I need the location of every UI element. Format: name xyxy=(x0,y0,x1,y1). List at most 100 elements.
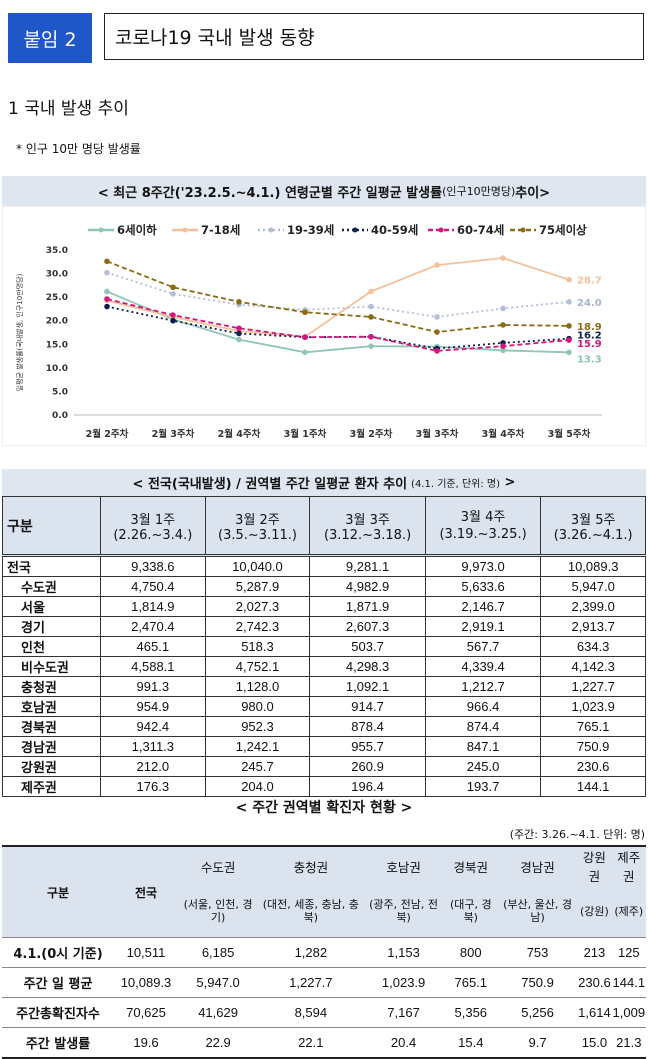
legend-label: 19-39세 xyxy=(287,223,334,237)
table-cell: 1,227.7 xyxy=(258,967,364,998)
table-row: 인천 465.1 518.3 503.7 567.7 634.3 xyxy=(2,636,646,657)
section-title: 1 국내 발생 추이 xyxy=(8,99,129,119)
table-cell: 22.9 xyxy=(178,1027,259,1059)
data-point xyxy=(104,258,110,265)
legend-marker xyxy=(520,227,526,233)
table-cell: 5,633.6 xyxy=(424,576,542,597)
table-cell: 230.6 xyxy=(540,756,646,777)
table-cell: 8,594 xyxy=(258,997,364,1028)
line-chart: 6세이하 7-18세 19-39세 40-59세 60-74세 75세이상 일평균 발생률… xyxy=(2,206,646,446)
table-cell: 19.6 xyxy=(114,1027,178,1059)
data-point xyxy=(170,317,176,324)
table-cell: 991.3 xyxy=(100,676,206,697)
table-cell: 847.1 xyxy=(424,736,542,757)
table-cell: 914.7 xyxy=(309,696,426,717)
data-point xyxy=(566,349,572,356)
document-title: 코로나19 국내 발생 동향 xyxy=(104,13,644,60)
table-cell: 7,167 xyxy=(363,997,444,1028)
table1-title-end: > xyxy=(504,475,516,490)
x-tick-label: 2월 4주차 xyxy=(218,428,261,440)
y-tick-label: 35.0 xyxy=(46,246,68,256)
y-tick-label: 30.0 xyxy=(46,270,68,280)
y-tick-label: 0.0 xyxy=(52,411,68,421)
x-tick-label: 2월 2주차 xyxy=(86,428,129,440)
table-cell: 1,023.9 xyxy=(540,696,646,717)
table-cell: 245.0 xyxy=(424,756,542,777)
data-point xyxy=(566,299,572,305)
row-label: 강원권 xyxy=(2,756,101,777)
row-label: 주간 발생률 xyxy=(2,1027,114,1059)
row-label: 경남권 xyxy=(2,736,101,757)
table-cell: 1,242.1 xyxy=(204,736,311,757)
region-header: 경북권 xyxy=(443,845,498,885)
data-point xyxy=(302,349,308,356)
table-cell: 955.7 xyxy=(309,736,426,757)
table-cell: 10,089.3 xyxy=(114,967,178,998)
y-tick-label: 15.0 xyxy=(46,340,68,350)
series-line-2 xyxy=(106,271,570,318)
table-cell: 942.4 xyxy=(100,716,206,737)
table-cell: 4,339.4 xyxy=(424,656,542,677)
table1-title: < 전국(국내발생) / 권역별 주간 일평균 환자 추이 (4.1. 기준, 단… xyxy=(2,469,646,496)
table-cell: 5,256 xyxy=(497,997,578,1028)
row-label: 제주권 xyxy=(2,776,101,797)
table-cell: 10,511 xyxy=(114,937,178,968)
legend-marker xyxy=(182,227,188,233)
chart-title-suffix: 추이> xyxy=(515,185,551,201)
table-cell: 750.9 xyxy=(497,967,578,998)
row-label: 비수도권 xyxy=(2,656,101,677)
data-label: 24.0 xyxy=(577,298,602,309)
data-point xyxy=(170,312,176,318)
table2-total-header: 전국 xyxy=(114,845,178,938)
y-tick-label: 20.0 xyxy=(46,317,68,327)
y-tick-label: 5.0 xyxy=(52,387,68,397)
legend-label: 6세이하 xyxy=(117,223,157,237)
x-tick-label: 2월 3주차 xyxy=(152,428,195,440)
table-cell: 2,913.7 xyxy=(540,616,646,637)
table-cell: 193.7 xyxy=(424,776,542,797)
x-tick-label: 3월 1주차 xyxy=(284,428,327,440)
region-subheader: (대전, 세종, 충남, 충북) xyxy=(258,885,364,938)
region-header: 강원권 xyxy=(577,845,612,885)
table-cell: 750.9 xyxy=(540,736,646,757)
table-cell: 980.0 xyxy=(204,696,311,717)
table2-title: < 주간 권역별 확진자 현황 > xyxy=(235,800,413,816)
x-tick-label: 3월 2주차 xyxy=(350,428,393,440)
table2-header-row: 구분 전국 수도권 충청권 호남권 경북권 경남권 강원권 제주권 xyxy=(2,845,646,938)
row-label: 인천 xyxy=(2,636,101,657)
table-cell: 874.4 xyxy=(424,716,542,737)
table-cell: 800 xyxy=(443,937,498,968)
table-row: 수도권 4,750.4 5,287.9 4,982.9 5,633.6 5,947.0 xyxy=(2,576,646,597)
data-point xyxy=(434,348,440,354)
legend-marker xyxy=(268,227,274,233)
data-point xyxy=(500,347,506,354)
table-cell: 15.4 xyxy=(443,1027,498,1059)
table-cell: 1,092.1 xyxy=(309,676,426,697)
y-tick-label: 25.0 xyxy=(46,293,68,303)
data-point xyxy=(368,288,374,295)
table-cell: 144.1 xyxy=(540,776,646,797)
row-label: 경기 xyxy=(2,616,101,637)
table-cell: 125 xyxy=(611,937,646,968)
table-cell: 212.0 xyxy=(100,756,206,777)
table2-row-header: 구분 xyxy=(2,845,114,938)
table-cell: 1,128.0 xyxy=(204,676,311,697)
series-line-0 xyxy=(106,290,570,354)
table-row: 주간 일 평균 10,089.3 5,947.0 1,227.7 1,023.9 765.… xyxy=(2,967,646,998)
table-cell: 878.4 xyxy=(309,716,426,737)
col-range: (3.12.~3.18.) xyxy=(323,527,412,543)
table-cell: 5,947.0 xyxy=(178,967,259,998)
table-cell: 1,282 xyxy=(258,937,364,968)
table-cell: 1,153 xyxy=(363,937,444,968)
table-cell: 1,227.7 xyxy=(540,676,646,697)
data-label: 15.9 xyxy=(577,339,602,350)
legend-label: 60-74세 xyxy=(457,223,504,237)
table-cell: 260.9 xyxy=(309,756,426,777)
series-line-5 xyxy=(106,260,570,333)
table-cell: 1,212.7 xyxy=(424,676,542,697)
row-label: 주간총확진자수 xyxy=(2,997,114,1028)
table-row: 호남권 954.9 980.0 914.7 966.4 1,023.9 xyxy=(2,696,646,717)
data-point xyxy=(500,255,506,261)
legend-marker xyxy=(438,227,444,233)
region-header: 경남권 xyxy=(497,845,578,885)
